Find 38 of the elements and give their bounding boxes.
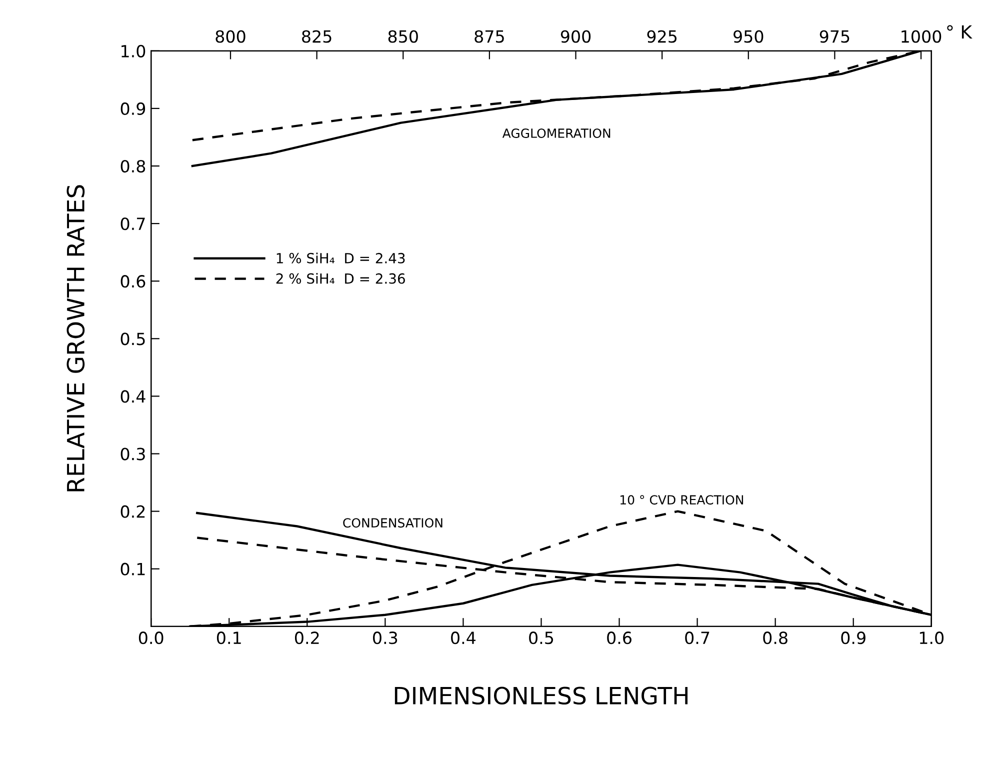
x2-axis-title: ° K (947, 25, 972, 39)
legend-label: 2 % SiH₄ D = 2.36 (276, 273, 405, 284)
annotation: AGGLOMERATION (502, 128, 610, 138)
x-tick-label: 0.6 (607, 632, 632, 644)
annotation: CONDENSATION (343, 518, 442, 528)
annotation: 10 ° CVD REACTION (620, 495, 744, 505)
x-tick-label: 0.1 (216, 632, 241, 644)
x2-tick-label: 950 (734, 30, 764, 43)
y-axis-title: RELATIVE GROWTH RATES (66, 185, 85, 492)
x2-tick-label: 1000 (902, 30, 942, 43)
y-tick-label: 0.3 (120, 448, 145, 460)
y-tick-label: 0.2 (120, 505, 145, 518)
y-tick-label: 0.8 (120, 160, 146, 173)
x-tick-label: 0.0 (138, 632, 164, 644)
x2-tick-label: 850 (388, 30, 418, 43)
x2-tick-label: 900 (560, 30, 591, 43)
y-tick-label: 0.1 (120, 562, 145, 576)
x-tick-label: 0.4 (451, 632, 476, 644)
x-tick-label: 0.8 (763, 632, 788, 644)
x2-tick-label: 925 (647, 30, 677, 43)
y-tick-label: 1.0 (122, 44, 146, 58)
x-tick-label: 0.5 (529, 632, 554, 644)
x-tick-label: 0.9 (841, 632, 866, 644)
x2-tick-label: 825 (302, 30, 332, 43)
x-tick-label: 1.0 (920, 632, 944, 644)
x-axis-title: DIMENSIONLESS LENGTH (394, 686, 688, 705)
y-tick-label: 0.6 (120, 275, 146, 288)
x-tick-label: 0.3 (373, 632, 398, 644)
y-tick-label: 0.4 (120, 390, 146, 403)
x-tick-label: 0.2 (294, 632, 319, 644)
x2-tick-label: 975 (820, 30, 850, 43)
x-tick-label: 0.7 (685, 632, 710, 644)
y-tick-label: 0.5 (120, 332, 145, 346)
x2-tick-label: 875 (474, 30, 504, 43)
y-tick-label: 0.9 (120, 102, 146, 116)
y-tick-label: 0.7 (120, 218, 145, 230)
x2-tick-label: 800 (216, 30, 246, 43)
legend-label: 1 % SiH₄ D = 2.43 (276, 252, 405, 264)
